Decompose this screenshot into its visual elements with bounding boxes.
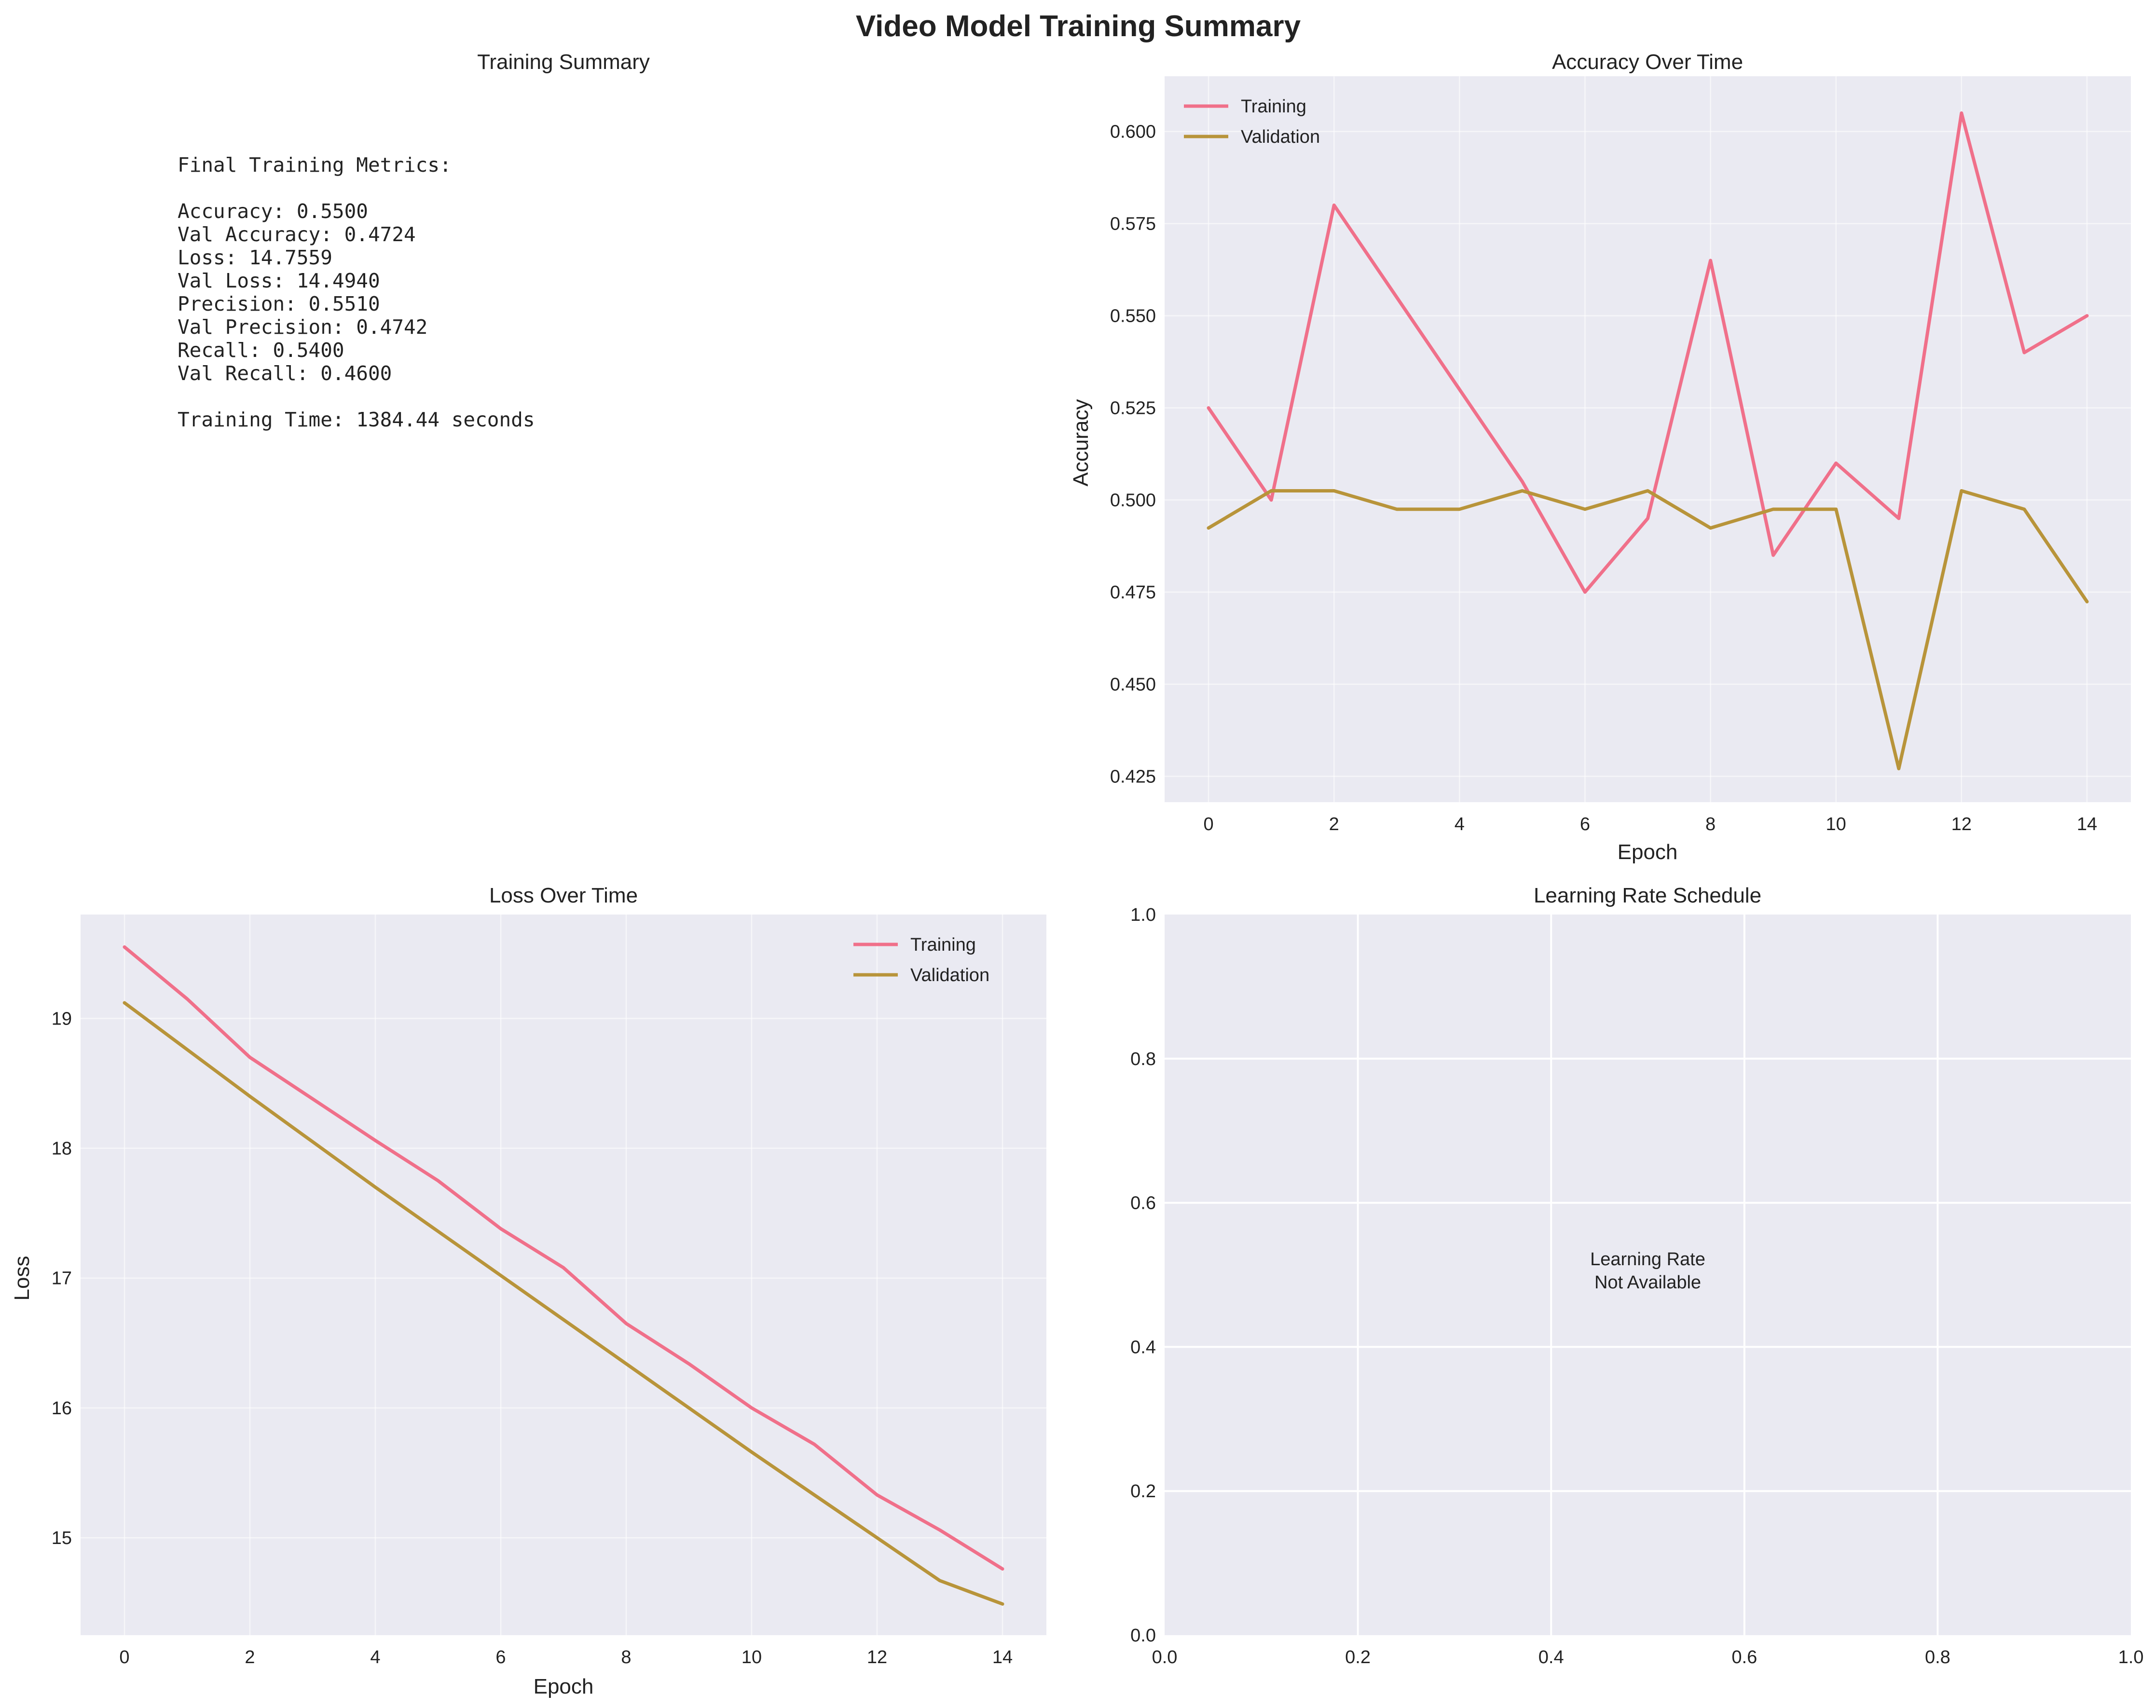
summary-panel: Training Summary	[477, 50, 650, 74]
loss-y-tick-label: 19	[52, 1009, 72, 1029]
learning-rate-annotation-line: Not Available	[1594, 1272, 1701, 1293]
accuracy-y-tick-label: 0.525	[1110, 398, 1156, 419]
summary-line: Loss: 14.7559	[178, 246, 332, 269]
accuracy-x-tick-label: 8	[1705, 814, 1716, 834]
loss-y-axis-label: Loss	[10, 1256, 34, 1301]
learning-rate-y-tick-label: 0.2	[1130, 1481, 1156, 1502]
summary-panel-title: Training Summary	[477, 50, 650, 74]
figure-title: Video Model Training Summary	[856, 10, 1301, 43]
summary-line: Val Loss: 14.4940	[178, 269, 380, 292]
accuracy-series-training-line	[1207, 111, 2089, 594]
learning-rate-annotation-line: Learning Rate	[1590, 1249, 1705, 1270]
accuracy-x-tick-label: 4	[1455, 814, 1465, 834]
accuracy-x-axis-label: Epoch	[1618, 840, 1678, 864]
learning-rate-y-tick-label: 0.6	[1130, 1193, 1156, 1214]
learning-rate-y-tick-label: 0.0	[1130, 1626, 1156, 1646]
accuracy-y-axis-label: Accuracy	[1069, 399, 1093, 487]
learning-rate-y-tick-label: 1.0	[1130, 905, 1156, 925]
summary-line: Accuracy: 0.5500	[178, 200, 368, 223]
loss-chart: Loss Over Time Epoch Loss 0 2 4 6 8 10 12 14 15 1…	[10, 884, 1046, 1698]
loss-x-tick-label: 14	[992, 1647, 1013, 1667]
loss-plot-area	[81, 915, 1046, 1635]
loss-x-tick-label: 12	[867, 1647, 887, 1667]
loss-y-tick-label: 17	[52, 1269, 72, 1289]
loss-series-validation-line	[123, 1001, 1004, 1606]
accuracy-y-tick-label: 0.550	[1110, 306, 1156, 327]
loss-x-tick-label: 6	[495, 1647, 506, 1667]
accuracy-legend-label-training: Training	[1241, 96, 1306, 117]
learning-rate-chart: Learning Rate Schedule 0.0 0.2 0.4 0.6 0.8 1.…	[1130, 884, 2143, 1667]
accuracy-legend-label-validation: Validation	[1241, 127, 1320, 147]
accuracy-y-tick-label: 0.450	[1110, 675, 1156, 695]
accuracy-plot-area	[1165, 76, 2131, 802]
loss-y-tick-label: 18	[52, 1139, 72, 1159]
accuracy-x-tick-label: 2	[1329, 814, 1339, 834]
summary-line	[178, 177, 535, 200]
loss-series-training-line	[123, 945, 1004, 1571]
summary-line: Val Accuracy: 0.4724	[178, 223, 416, 246]
learning-rate-y-tick-label: 0.8	[1130, 1049, 1156, 1069]
learning-rate-plot-area	[1165, 915, 2131, 1635]
loss-legend-label-validation: Validation	[910, 965, 989, 985]
learning-rate-x-tick-label: 1.0	[2118, 1647, 2144, 1667]
accuracy-chart-title: Accuracy Over Time	[1552, 50, 1743, 74]
accuracy-x-tick-label: 6	[1580, 814, 1590, 834]
loss-y-tick-label: 15	[52, 1528, 72, 1548]
loss-legend-label-training: Training	[910, 935, 976, 955]
summary-line: Val Precision: 0.4742	[178, 315, 428, 339]
accuracy-y-tick-label: 0.475	[1110, 583, 1156, 603]
learning-rate-x-tick-label: 0.0	[1152, 1647, 1178, 1667]
summary-line: Val Recall: 0.4600	[178, 362, 392, 385]
accuracy-y-tick-label: 0.575	[1110, 214, 1156, 234]
learning-rate-x-tick-label: 0.2	[1345, 1647, 1371, 1667]
loss-y-tick-label: 16	[52, 1398, 72, 1419]
accuracy-y-tick-label: 0.600	[1110, 122, 1156, 142]
loss-x-tick-label: 0	[119, 1647, 129, 1667]
accuracy-x-tick-label: 0	[1203, 814, 1213, 834]
accuracy-x-tick-label: 14	[2077, 814, 2097, 834]
summary-line: Final Training Metrics:	[178, 153, 452, 177]
accuracy-x-tick-label: 12	[1951, 814, 1972, 834]
accuracy-y-tick-label: 0.425	[1110, 767, 1156, 787]
accuracy-chart: Accuracy Over Time Epoch Accuracy 0 2 4 6 8 1…	[1069, 50, 2131, 864]
summary-line: Precision: 0.5510	[178, 292, 380, 315]
learning-rate-chart-title: Learning Rate Schedule	[1534, 884, 1761, 907]
loss-x-tick-label: 8	[621, 1647, 631, 1667]
summary-line: Recall: 0.5400	[178, 339, 344, 362]
summary-metrics-text: Final Training Metrics: Accuracy: 0.5500…	[178, 153, 535, 431]
accuracy-x-tick-label: 10	[1826, 814, 1846, 834]
learning-rate-y-tick-label: 0.4	[1130, 1337, 1156, 1357]
loss-x-tick-label: 10	[742, 1647, 762, 1667]
loss-x-tick-label: 4	[370, 1647, 380, 1667]
learning-rate-x-tick-label: 0.8	[1925, 1647, 1950, 1667]
loss-chart-title: Loss Over Time	[489, 884, 638, 907]
loss-x-tick-label: 2	[245, 1647, 255, 1667]
summary-line	[178, 385, 535, 408]
learning-rate-x-tick-label: 0.4	[1538, 1647, 1564, 1667]
learning-rate-x-tick-label: 0.6	[1731, 1647, 1757, 1667]
accuracy-y-tick-label: 0.500	[1110, 491, 1156, 511]
accuracy-series-validation-line	[1207, 489, 2089, 770]
summary-line: Training Time: 1384.44 seconds	[178, 408, 535, 431]
loss-x-axis-label: Epoch	[534, 1675, 594, 1698]
